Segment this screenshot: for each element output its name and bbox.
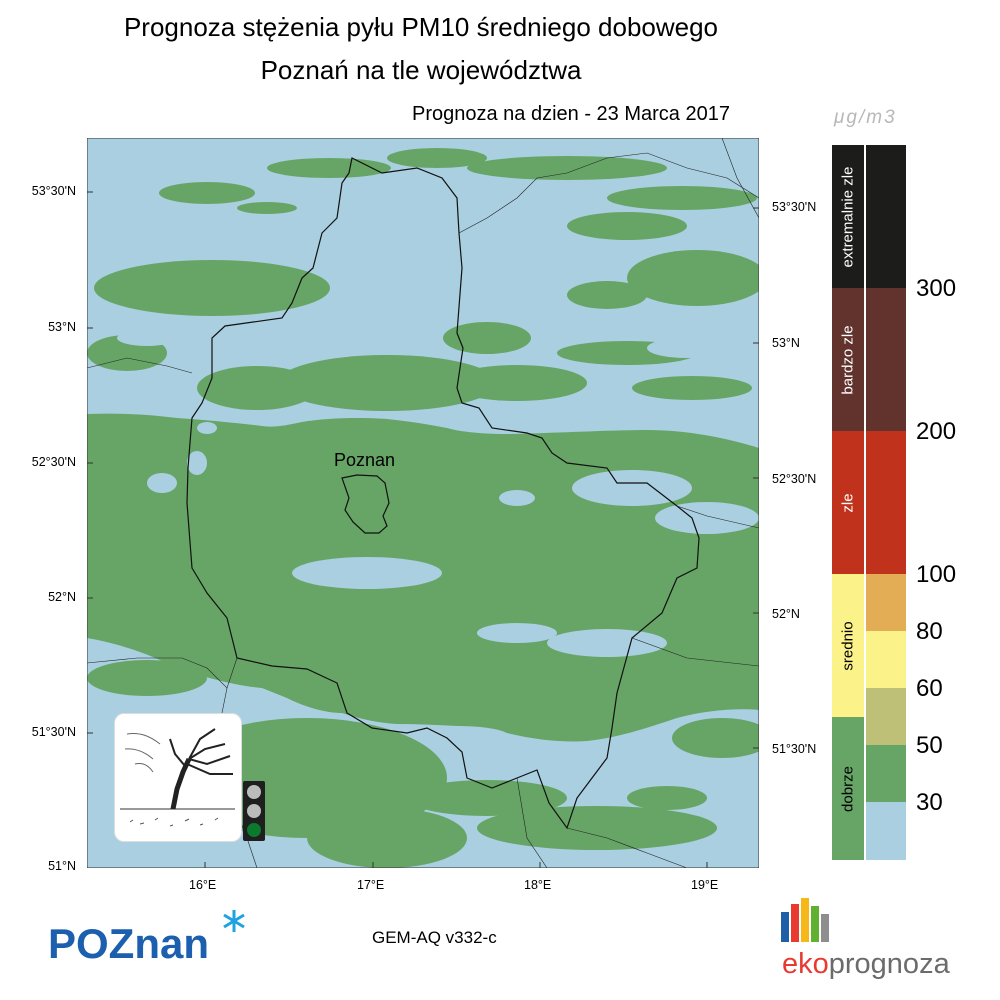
unit-label: μg/m3 xyxy=(834,107,897,128)
lat-tick-left: 53°30'N xyxy=(31,184,76,198)
ekoprognoza-logo-text: ekoprognoza xyxy=(782,948,950,981)
model-label: GEM-AQ v332-c xyxy=(372,928,497,947)
lat-tick-right: 51°30'N xyxy=(772,742,817,756)
poznan-logo-text: POZnan xyxy=(48,920,209,967)
category-segment: zle xyxy=(832,431,864,574)
category-label: zle xyxy=(839,492,857,513)
asterisk-icon xyxy=(223,910,245,932)
scale-value: 60 xyxy=(916,675,943,702)
scale-segment xyxy=(866,145,906,288)
moderate-concentration-patches xyxy=(87,148,759,411)
forecast-date: Prognoza na dzien - 23 Marca 2017 xyxy=(412,103,730,125)
lat-tick-left: 53°N xyxy=(48,320,76,334)
poznan-logo: POZnan xyxy=(48,910,245,967)
scale-value: 300 xyxy=(916,275,957,302)
lon-tick: 16°E xyxy=(189,878,217,892)
scale-bar xyxy=(866,145,906,860)
category-segment: dobrze xyxy=(832,717,864,860)
lower-concentration-patches xyxy=(105,224,759,657)
lat-tick-left: 51°N xyxy=(48,859,76,873)
lat-tick-left: 51°30'N xyxy=(31,725,76,739)
category-segment: bardzo zle xyxy=(832,288,864,431)
weather-icon-box xyxy=(114,713,242,842)
scale-value: 100 xyxy=(916,561,957,588)
category-label: bardzo zle xyxy=(839,324,857,395)
lat-tick-right: 52°30'N xyxy=(772,472,817,486)
scale-segment xyxy=(866,631,906,688)
eko-bar xyxy=(801,898,809,942)
lat-tick-right: 52°N xyxy=(772,607,800,621)
lon-tick: 18°E xyxy=(524,878,552,892)
eko-bar xyxy=(791,904,799,942)
category-segment: srednio xyxy=(832,574,864,717)
scale-segment xyxy=(866,431,906,574)
scale-segment xyxy=(866,574,906,631)
map-ticks xyxy=(87,191,759,868)
scale-value: 30 xyxy=(916,789,943,816)
lat-tick-right: 53°30'N xyxy=(772,200,817,214)
scale-value: 80 xyxy=(916,618,943,645)
chart-title: Prognoza stężenia pyłu PM10 średniego do… xyxy=(123,12,719,42)
traffic-light xyxy=(243,781,265,841)
scale-segment xyxy=(866,688,906,745)
category-label: extremalnie zle xyxy=(839,166,857,267)
ekoprognoza-logo-bars xyxy=(781,898,833,942)
eko-bar xyxy=(811,906,819,942)
windy-tree-icon xyxy=(120,728,235,827)
poznan-city-outline xyxy=(341,474,390,534)
lat-tick-left: 52°N xyxy=(48,590,76,604)
lat-tick-left: 52°30'N xyxy=(31,455,76,469)
category-segment: extremalnie zle xyxy=(832,145,864,288)
lat-tick-right: 53°N xyxy=(772,336,800,350)
eko-prefix: eko xyxy=(782,948,829,980)
category-label: dobrze xyxy=(839,765,857,812)
scale-value: 50 xyxy=(916,732,943,759)
green-light xyxy=(247,823,261,837)
scale-segment xyxy=(866,288,906,431)
eko-bar xyxy=(781,912,789,942)
chart-subtitle: Poznań na tle województwa xyxy=(260,55,582,85)
lon-tick: 19°E xyxy=(691,878,719,892)
yellow-light xyxy=(247,804,261,818)
category-bar: extremalnie zle bardzo zle zle srednio dobrz… xyxy=(832,145,864,860)
lon-tick: 17°E xyxy=(357,878,385,892)
red-light xyxy=(247,785,261,799)
scale-value: 200 xyxy=(916,418,957,445)
city-label: Poznan xyxy=(334,450,396,470)
scale-segment xyxy=(866,802,906,860)
scale-segment xyxy=(866,745,906,802)
category-label: srednio xyxy=(839,620,857,671)
eko-bar xyxy=(821,914,829,942)
voivodeship-border xyxy=(186,157,700,830)
eko-suffix: prognoza xyxy=(828,948,950,980)
